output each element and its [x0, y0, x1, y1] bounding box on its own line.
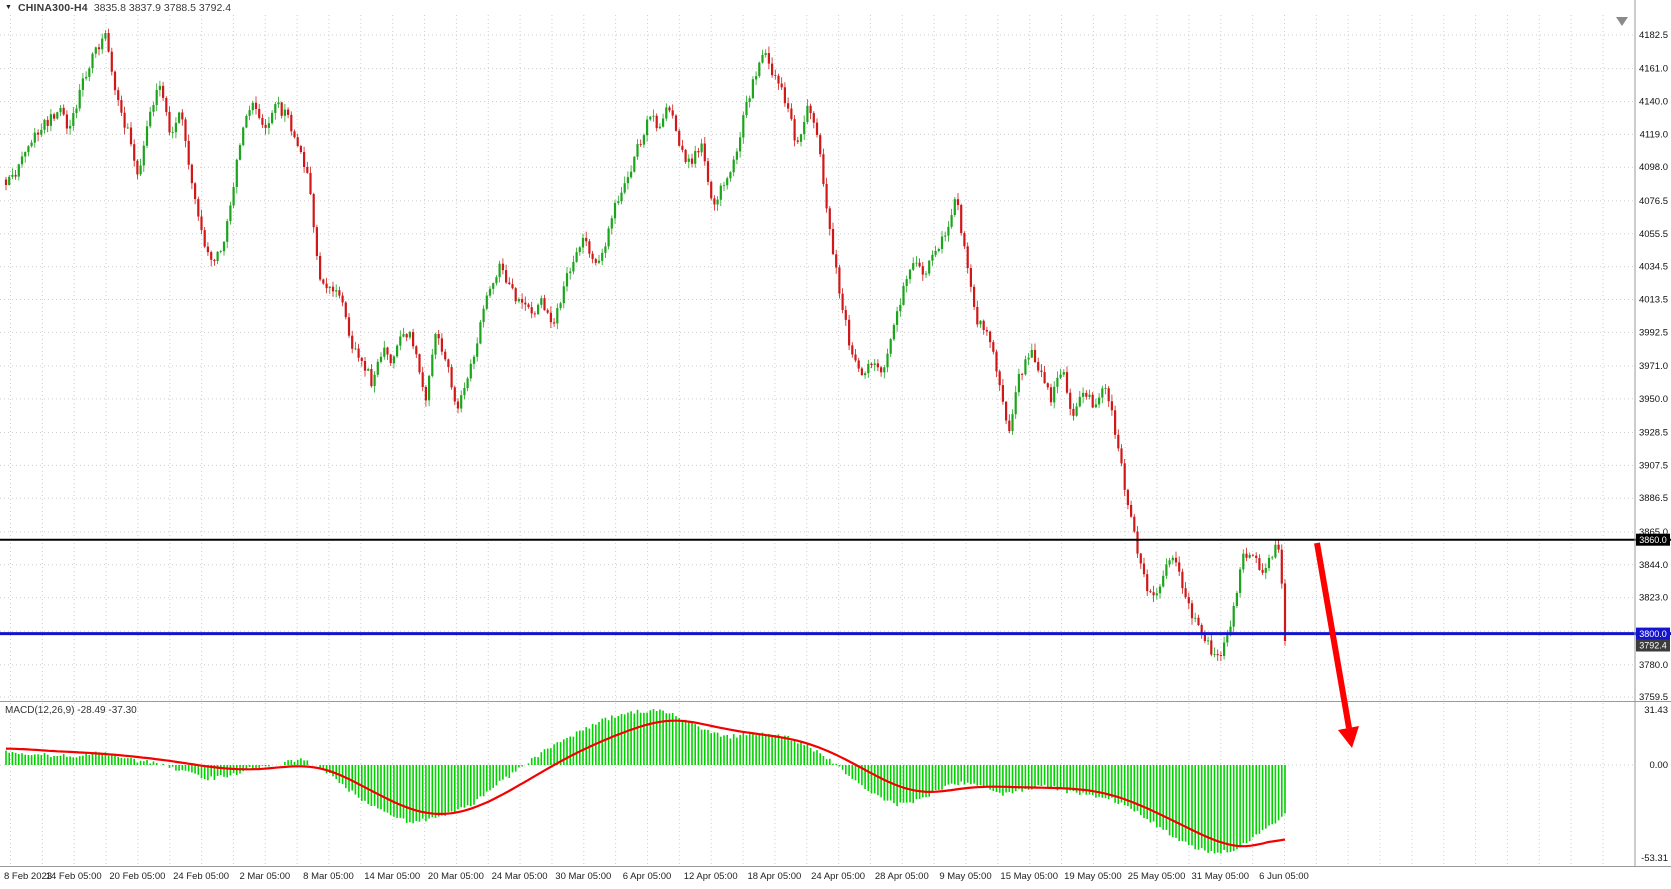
price-axis-label: 4013.5	[1639, 295, 1668, 306]
candlestick-series	[4, 28, 1287, 662]
price-axis-label: 3865.0	[1639, 527, 1668, 538]
macd-signal-line	[5, 719, 1286, 848]
time-axis-label: 8 Mar 05:00	[303, 871, 354, 882]
price-axis-label: 3886.5	[1639, 493, 1668, 504]
time-axis-label: 18 Apr 05:00	[747, 871, 801, 882]
time-axis-label: 28 Apr 05:00	[875, 871, 929, 882]
arrow-head-icon	[1338, 726, 1359, 748]
price-axis-label: 3907.5	[1639, 460, 1668, 471]
time-axis-label: 12 Apr 05:00	[684, 871, 738, 882]
price-axis-label: 3992.5	[1639, 327, 1668, 338]
price-axis-label: 3950.0	[1639, 394, 1668, 405]
symbol-period-label: CHINA300-H4	[17, 2, 88, 14]
price-badge-label: 3860.0	[1639, 535, 1667, 545]
price-badge-label: 3792.4	[1639, 641, 1667, 651]
macd-scale-label: -53.31	[1641, 853, 1668, 864]
ohlc-values: 3835.8 3837.9 3788.5 3792.4	[93, 2, 232, 14]
chart-title-bar: ▼ CHINA300-H4 3835.8 3837.9 3788.5 3792.…	[5, 2, 231, 14]
price-axis-label: 4034.5	[1639, 262, 1668, 273]
price-badge-label: 3800.0	[1639, 629, 1667, 639]
time-axis-label: 19 May 05:00	[1064, 871, 1122, 882]
time-axis-label: 25 May 05:00	[1128, 871, 1186, 882]
price-axis-label: 3780.0	[1639, 660, 1668, 671]
price-axis-label: 4161.0	[1639, 64, 1668, 75]
time-axis-label: 9 May 05:00	[939, 871, 991, 882]
price-axis-label: 3823.0	[1639, 593, 1668, 604]
price-badge	[1636, 639, 1670, 652]
time-axis-label: 14 Mar 05:00	[364, 871, 420, 882]
time-axis-label: 14 Feb 05:00	[46, 871, 102, 882]
time-axis-label: 6 Jun 05:00	[1259, 871, 1309, 882]
time-axis-label: 20 Mar 05:00	[428, 871, 484, 882]
price-badge	[1636, 627, 1670, 640]
macd-indicator-label: MACD(12,26,9) -28.49 -37.30	[5, 705, 137, 716]
time-axis-label: 2 Mar 05:00	[239, 871, 290, 882]
time-axis-label: 30 Mar 05:00	[555, 871, 611, 882]
price-axis-label: 4098.0	[1639, 162, 1668, 173]
price-level-lines[interactable]	[0, 538, 1671, 636]
macd-histogram	[5, 709, 1286, 854]
price-axis-label: 4140.0	[1639, 97, 1668, 108]
price-axis-label: 3759.5	[1639, 692, 1668, 703]
time-axis-label: 24 Feb 05:00	[173, 871, 229, 882]
time-axis-label: 20 Feb 05:00	[109, 871, 165, 882]
time-axis-label: 15 May 05:00	[1000, 871, 1058, 882]
macd-scale-label: 0.00	[1650, 760, 1669, 771]
price-axis-label: 3971.0	[1639, 361, 1668, 372]
chart-shift-icon[interactable]	[1616, 17, 1628, 26]
time-axis-label: 8 Feb 2023	[4, 871, 52, 882]
time-axis-label: 31 May 05:00	[1192, 871, 1250, 882]
price-axis-label: 4055.5	[1639, 229, 1668, 240]
price-axis-label: 4076.5	[1639, 196, 1668, 207]
price-badge	[1636, 533, 1670, 546]
macd-scale-label: 31.43	[1644, 705, 1668, 716]
time-axis-label: 24 Apr 05:00	[811, 871, 865, 882]
time-axis-label: 24 Mar 05:00	[492, 871, 548, 882]
price-axis[interactable]: 4182.5 4161.0 4140.0 4119.0 4098.0 4076.5 4055…	[1639, 30, 1668, 864]
grid-lines	[0, 15, 1635, 867]
price-axis-label: 3844.0	[1639, 560, 1668, 571]
price-axis-label: 3928.5	[1639, 428, 1668, 439]
time-axis-label: 6 Apr 05:00	[623, 871, 672, 882]
price-axis-label: 4119.0	[1640, 129, 1668, 140]
symbol-dropdown-icon[interactable]: ▼	[5, 3, 12, 11]
price-axis-label: 4182.5	[1639, 30, 1668, 41]
trend-arrow-annotation[interactable]	[1314, 542, 1359, 748]
